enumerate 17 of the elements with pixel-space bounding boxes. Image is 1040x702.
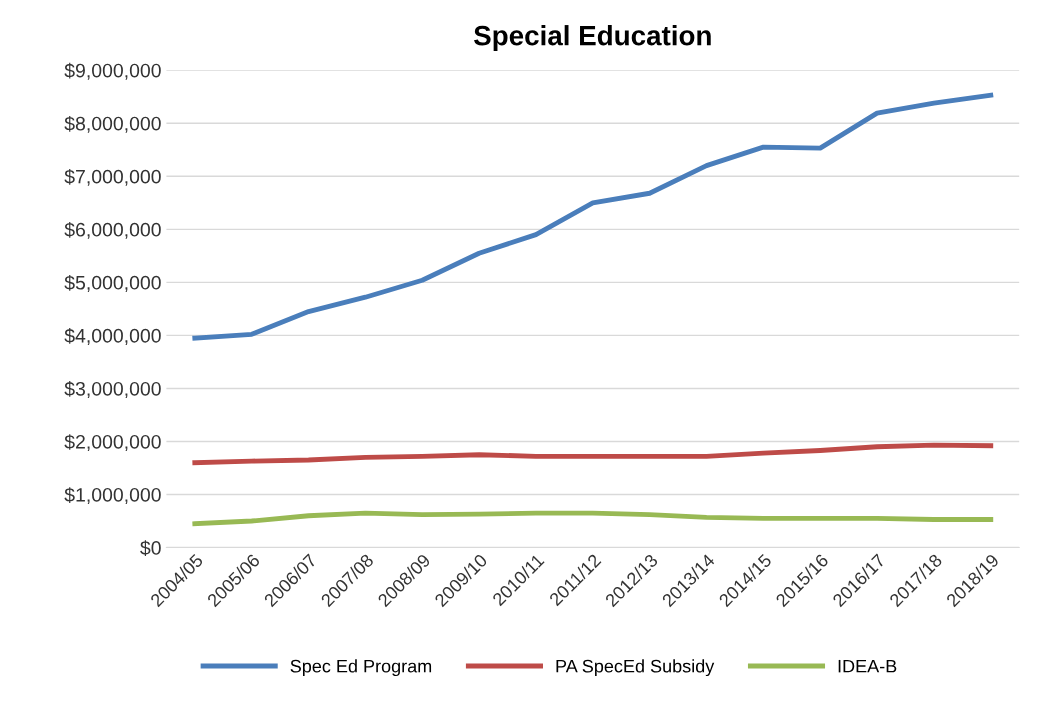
line-series: [192, 442, 994, 466]
y-tick-label: $2,000,000: [64, 434, 161, 452]
y-tick-label: $7,000,000: [64, 168, 161, 186]
legend-label: PA SpecEd Subsidy: [556, 659, 715, 677]
y-tick-label: $3,000,000: [64, 381, 161, 398]
y-tick-label: $9,000,000: [64, 62, 161, 80]
y-tick-label: $6,000,000: [64, 221, 161, 239]
y-tick-label: $8,000,000: [64, 115, 161, 133]
y-tick-label: $4,000,000: [64, 328, 161, 345]
chart-title: Special Education: [473, 25, 711, 51]
y-tick-label: $5,000,000: [64, 275, 161, 292]
legend-label: Spec Ed Program: [290, 659, 432, 677]
line-series: [192, 510, 994, 527]
y-tick-label: $0: [140, 540, 161, 556]
y-tick-label: $1,000,000: [64, 487, 161, 505]
legend-label: IDEA-B: [838, 659, 897, 673]
line-series: [192, 92, 994, 341]
